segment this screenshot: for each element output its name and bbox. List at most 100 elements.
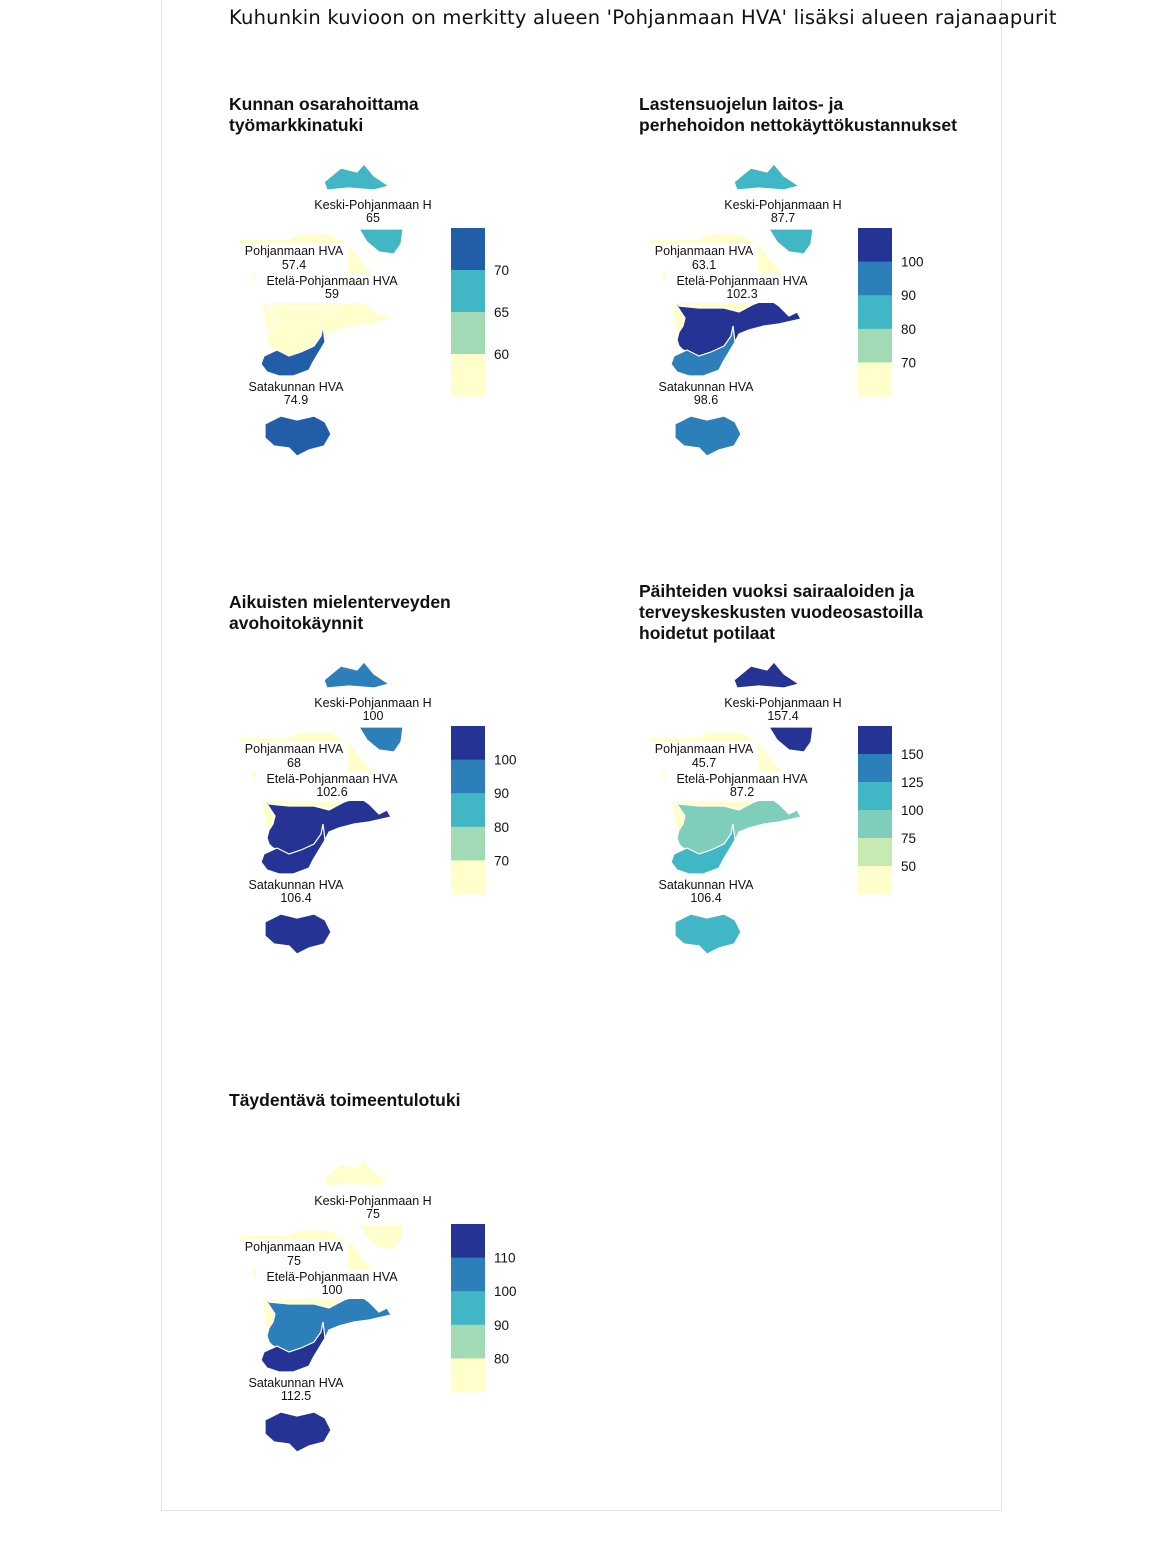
label-background	[239, 243, 349, 273]
legend-tick-label: 100	[901, 803, 924, 818]
region-value-label: 106.4	[690, 891, 721, 905]
legend-swatch	[451, 1291, 485, 1326]
region-value-label: 106.4	[280, 891, 311, 905]
region-etela	[258, 791, 392, 855]
region-keski	[733, 163, 814, 255]
legend-swatch	[451, 759, 485, 794]
label-background	[666, 771, 818, 801]
legend-tick-label: 110	[494, 1251, 516, 1266]
legend-tick-label: 65	[494, 305, 509, 320]
legend-swatch	[451, 793, 485, 828]
legend-tick-label: 70	[901, 355, 916, 370]
region-name-label: Pohjanmaan HVA	[245, 742, 344, 756]
map-panel-5: Täydentävä toimeentulotuki Keski-Pohjanm…	[229, 1090, 609, 1560]
region-name-label: Etelä-Pohjanmaan HVA	[266, 772, 398, 786]
legend-swatch	[451, 860, 485, 895]
region-etela	[258, 1289, 392, 1353]
legend-swatch	[451, 726, 485, 761]
legend-tick-label: 60	[494, 347, 509, 362]
legend-tick-label: 80	[494, 1351, 509, 1366]
region-value-label: 102.6	[316, 785, 347, 799]
region-name-label: Satakunnan HVA	[249, 878, 345, 892]
region-name-label: Satakunnan HVA	[659, 878, 755, 892]
color-legend: 100 90 80 70	[451, 726, 517, 895]
legend-swatch	[451, 1358, 485, 1393]
region-value-label: 74.9	[284, 393, 308, 407]
color-legend: 150 125 100 75 50	[858, 726, 924, 895]
legend-tick-label: 70	[494, 263, 509, 278]
region-name-label: Etelä-Pohjanmaan HVA	[266, 1270, 398, 1284]
region-name-label: Pohjanmaan HVA	[245, 1240, 344, 1254]
color-legend: 100 90 80 70	[858, 228, 924, 397]
label-background	[649, 741, 759, 771]
label-background	[714, 695, 852, 725]
region-name-label: Pohjanmaan HVA	[655, 742, 754, 756]
region-name-label: Etelä-Pohjanmaan HVA	[676, 274, 808, 288]
label-background	[256, 273, 408, 303]
main-title: Kuhunkin kuvioon on merkitty alueen 'Poh…	[229, 6, 1057, 29]
label-background	[304, 1193, 442, 1223]
legend-swatch	[451, 1224, 485, 1259]
legend-tick-label: 70	[494, 853, 509, 868]
label-background	[256, 771, 408, 801]
legend-swatch	[451, 1324, 485, 1359]
label-background	[304, 695, 442, 725]
legend-tick-label: 80	[901, 322, 916, 337]
legend-swatch	[451, 826, 485, 861]
legend-swatch	[451, 312, 485, 355]
region-satakunta	[670, 325, 742, 457]
panel-title: Kunnan osarahoittama työmarkkinatuki	[229, 94, 419, 135]
region-name-label: Pohjanmaan HVA	[245, 244, 344, 258]
region-name-label: Keski-Pohjanmaan H	[314, 1194, 431, 1208]
legend-tick-label: 100	[494, 1284, 517, 1299]
legend-swatch	[451, 228, 485, 271]
legend-tick-label: 100	[494, 753, 517, 768]
region-keski	[323, 163, 404, 255]
legend-swatch	[858, 362, 892, 397]
label-background	[666, 273, 818, 303]
region-value-label: 87.7	[771, 211, 795, 225]
region-value-label: 98.6	[694, 393, 718, 407]
region-value-label: 157.4	[767, 709, 798, 723]
region-keski	[323, 1159, 404, 1251]
region-value-label: 57.4	[282, 258, 306, 272]
region-value-label: 45.7	[692, 756, 716, 770]
legend-swatch	[858, 866, 892, 895]
label-background	[304, 197, 442, 227]
legend-swatch	[858, 228, 892, 263]
region-value-label: 102.3	[726, 287, 757, 301]
label-background	[649, 243, 759, 273]
region-name-label: Keski-Pohjanmaan H	[314, 198, 431, 212]
color-legend: 70 65 60	[451, 228, 509, 397]
legend-swatch	[858, 782, 892, 811]
region-name-label: Keski-Pohjanmaan H	[314, 696, 431, 710]
label-background	[239, 741, 349, 771]
legend-tick-label: 50	[901, 859, 916, 874]
region-name-label: Pohjanmaan HVA	[655, 244, 754, 258]
region-value-label: 87.2	[730, 785, 754, 799]
region-keski	[733, 661, 814, 753]
legend-swatch	[858, 726, 892, 755]
legend-tick-label: 90	[494, 786, 509, 801]
region-name-label: Etelä-Pohjanmaan HVA	[676, 772, 808, 786]
region-satakunta	[260, 823, 332, 955]
region-value-label: 112.5	[281, 1389, 311, 1403]
region-satakunta	[260, 1321, 332, 1453]
region-value-label: 100	[322, 1283, 343, 1297]
label-background	[256, 1269, 408, 1299]
region-value-label: 75	[366, 1207, 380, 1221]
region-name-label: Satakunnan HVA	[249, 380, 345, 394]
region-satakunta	[670, 823, 742, 955]
region-etela	[258, 293, 392, 357]
legend-tick-label: 125	[901, 775, 924, 790]
label-background	[239, 1239, 349, 1269]
region-name-label: Satakunnan HVA	[249, 1376, 345, 1390]
label-background	[241, 379, 351, 409]
legend-tick-label: 90	[494, 1318, 509, 1333]
region-name-label: Satakunnan HVA	[659, 380, 755, 394]
region-value-label: 65	[366, 211, 380, 225]
label-background	[651, 379, 761, 409]
